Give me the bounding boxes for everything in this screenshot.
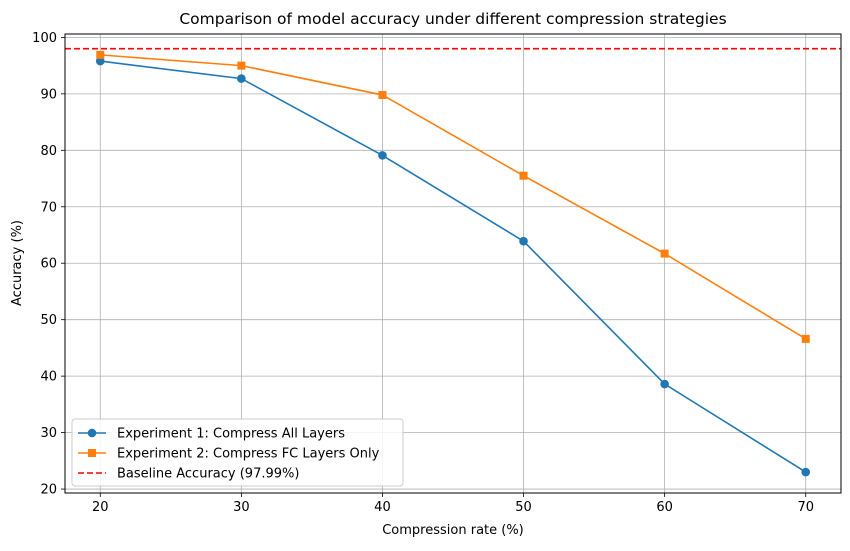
y-tick-label: 50 [40, 313, 57, 328]
series-2-point [378, 90, 387, 99]
y-tick-label: 30 [40, 426, 57, 441]
y-axis-label: Accuracy (%) [10, 220, 25, 306]
series-1-point [660, 379, 669, 389]
series-2-point [519, 171, 528, 180]
tick-layer: 20 30 40 50 60 70 20 30 40 50 60 70 80 90 100 [32, 31, 814, 515]
y-tick-label: 100 [32, 31, 57, 46]
x-tick-label: 70 [797, 500, 814, 515]
series-2-line [100, 54, 807, 340]
x-tick-label: 50 [515, 500, 532, 515]
y-tick-label: 40 [40, 370, 57, 385]
y-tick-label: 80 [40, 144, 57, 159]
legend-marker-series-2 [88, 449, 96, 457]
legend-frame [71, 418, 404, 487]
series-1-line [100, 60, 807, 473]
y-tick-label: 70 [40, 200, 57, 215]
legend-label-series-1: Experiment 1: Compress All Layers [117, 427, 345, 442]
series-1-point [237, 74, 246, 83]
grid [65, 34, 841, 493]
series-2-point [96, 50, 105, 59]
legend-marker-series-1 [87, 428, 97, 438]
series-1-point [519, 236, 528, 246]
legend-label-series-2: Experiment 2: Compress FC Layers Only [117, 447, 380, 462]
series-1-point [801, 467, 811, 477]
x-tick-label: 20 [92, 500, 109, 515]
series-2-point [237, 61, 246, 70]
legend-label-baseline: Baseline Accuracy (97.99%) [117, 467, 299, 482]
y-tick-label: 60 [40, 257, 57, 272]
legend: Experiment 1: Compress All Layers Experi… [71, 418, 404, 487]
y-tick-label: 90 [40, 87, 57, 102]
chart-title: Comparison of model accuracy under diffe… [179, 10, 726, 28]
series-1-point [378, 151, 387, 160]
x-axis-label: Compression rate (%) [382, 523, 524, 538]
series-1-point [95, 56, 105, 66]
x-tick-label: 40 [374, 500, 391, 515]
y-tick-label: 20 [40, 483, 57, 498]
series-2-point [801, 334, 810, 343]
series-layer [95, 50, 811, 477]
x-tick-label: 30 [233, 500, 250, 515]
x-tick-label: 60 [656, 500, 673, 515]
series-2-point [660, 249, 669, 258]
